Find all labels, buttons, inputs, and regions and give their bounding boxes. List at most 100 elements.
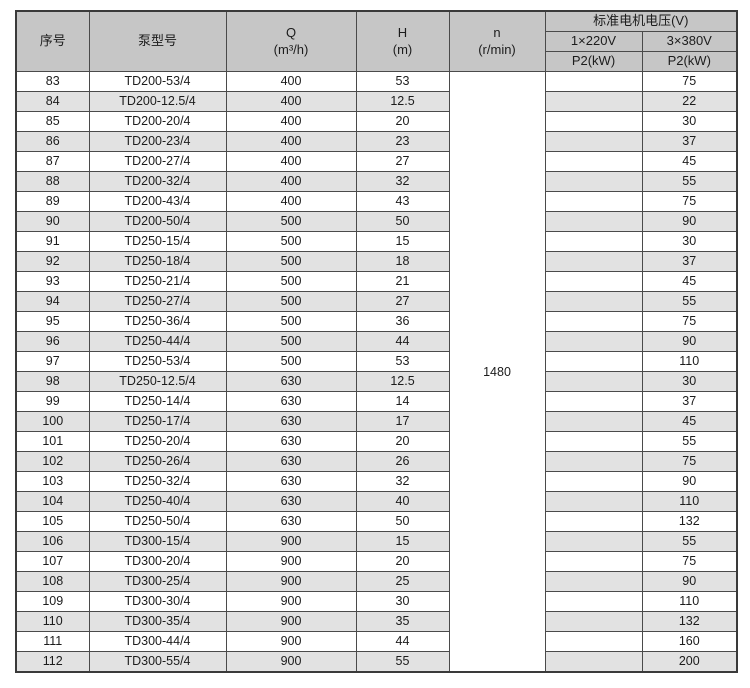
cell-flow: 630 xyxy=(225,410,357,432)
cell-p2-220 xyxy=(544,170,643,192)
cell-p2-220 xyxy=(544,510,643,532)
cell-serial: 102 xyxy=(15,450,90,472)
cell-p2-380: 30 xyxy=(641,370,738,392)
table-row: 98 TD250-12.5/4 630 12.5 30 xyxy=(15,370,738,392)
header-speed: n (r/min) xyxy=(448,10,546,72)
table-row: 91 TD250-15/4 500 15 30 xyxy=(15,230,738,252)
cell-serial: 107 xyxy=(15,550,90,572)
cell-model: TD200-53/4 xyxy=(88,71,227,92)
cell-p2-220 xyxy=(544,90,643,112)
cell-p2-220 xyxy=(544,590,643,612)
cell-serial: 97 xyxy=(15,350,90,372)
header-p2-220: P2(kW) xyxy=(544,51,643,72)
table-row: 110 TD300-35/4 900 35 132 xyxy=(15,610,738,632)
cell-serial: 108 xyxy=(15,570,90,592)
cell-p2-220 xyxy=(544,470,643,492)
cell-model: TD250-18/4 xyxy=(88,250,227,272)
cell-serial: 110 xyxy=(15,610,90,632)
cell-p2-220 xyxy=(544,550,643,572)
cell-p2-220 xyxy=(544,570,643,592)
header-head: H (m) xyxy=(355,10,450,72)
table-row: 90 TD200-50/4 500 50 90 xyxy=(15,210,738,232)
cell-p2-380: 110 xyxy=(641,590,738,612)
cell-p2-220 xyxy=(544,290,643,312)
table-row: 93 TD250-21/4 500 21 45 xyxy=(15,270,738,292)
cell-serial: 83 xyxy=(15,71,90,92)
cell-p2-220 xyxy=(544,330,643,352)
cell-p2-380: 90 xyxy=(641,330,738,352)
cell-serial: 88 xyxy=(15,170,90,192)
cell-flow: 630 xyxy=(225,370,357,392)
cell-flow: 400 xyxy=(225,110,357,132)
cell-model: TD250-15/4 xyxy=(88,230,227,252)
cell-flow: 500 xyxy=(225,310,357,332)
header-speed-symbol: n xyxy=(493,25,501,41)
cell-serial: 94 xyxy=(15,290,90,312)
cell-flow: 900 xyxy=(225,550,357,572)
cell-head: 36 xyxy=(355,310,450,332)
cell-flow: 900 xyxy=(225,650,357,673)
cell-serial: 99 xyxy=(15,390,90,412)
cell-serial: 91 xyxy=(15,230,90,252)
header-model: 泵型号 xyxy=(88,10,227,72)
table-row: 100 TD250-17/4 630 17 45 xyxy=(15,410,738,432)
cell-p2-220 xyxy=(544,310,643,332)
cell-serial: 86 xyxy=(15,130,90,152)
cell-model: TD250-32/4 xyxy=(88,470,227,492)
cell-flow: 500 xyxy=(225,270,357,292)
cell-p2-380: 75 xyxy=(641,450,738,472)
cell-p2-220 xyxy=(544,130,643,152)
cell-head: 26 xyxy=(355,450,450,472)
cell-model: TD250-27/4 xyxy=(88,290,227,312)
table-row: 92 TD250-18/4 500 18 37 xyxy=(15,250,738,272)
cell-p2-380: 90 xyxy=(641,210,738,232)
header-voltage-380: 3×380V xyxy=(641,31,738,52)
table-row: 107 TD300-20/4 900 20 75 xyxy=(15,550,738,572)
cell-serial: 92 xyxy=(15,250,90,272)
header-flow-symbol: Q xyxy=(285,25,297,41)
cell-model: TD200-50/4 xyxy=(88,210,227,232)
cell-flow: 400 xyxy=(225,190,357,212)
table-row: 88 TD200-32/4 400 32 55 xyxy=(15,170,738,192)
header-voltage-group: 标准电机电压(V) xyxy=(544,10,738,32)
table-row: 87 TD200-27/4 400 27 45 xyxy=(15,150,738,172)
cell-model: TD250-17/4 xyxy=(88,410,227,432)
cell-p2-220 xyxy=(544,530,643,552)
table-row: 106 TD300-15/4 900 15 55 xyxy=(15,530,738,552)
cell-p2-220 xyxy=(544,390,643,412)
header-flow-unit: (m³/h) xyxy=(273,41,309,57)
cell-model: TD300-30/4 xyxy=(88,590,227,612)
cell-flow: 900 xyxy=(225,590,357,612)
cell-p2-380: 55 xyxy=(641,170,738,192)
cell-serial: 90 xyxy=(15,210,90,232)
cell-p2-220 xyxy=(544,270,643,292)
cell-p2-220 xyxy=(544,610,643,632)
cell-head: 17 xyxy=(355,410,450,432)
cell-p2-220 xyxy=(544,350,643,372)
cell-p2-380: 55 xyxy=(641,430,738,452)
cell-head: 20 xyxy=(355,110,450,132)
cell-model: TD300-20/4 xyxy=(88,550,227,572)
cell-p2-220 xyxy=(544,190,643,212)
cell-serial: 84 xyxy=(15,90,90,112)
table-row: 112 TD300-55/4 900 55 200 xyxy=(15,650,738,673)
cell-serial: 98 xyxy=(15,370,90,392)
table-row: 97 TD250-53/4 500 53 110 xyxy=(15,350,738,372)
cell-flow: 400 xyxy=(225,150,357,172)
cell-p2-220 xyxy=(544,230,643,252)
cell-serial: 105 xyxy=(15,510,90,532)
cell-p2-220 xyxy=(544,630,643,652)
cell-flow: 500 xyxy=(225,350,357,372)
cell-flow: 500 xyxy=(225,210,357,232)
cell-model: TD250-26/4 xyxy=(88,450,227,472)
cell-p2-380: 200 xyxy=(641,650,738,673)
pump-spec-table: 序号 泵型号 Q (m³/h) H (m) n (r/min) 标准电机电压(V… xyxy=(15,10,738,673)
table-row: 89 TD200-43/4 400 43 75 xyxy=(15,190,738,212)
cell-flow: 630 xyxy=(225,390,357,412)
cell-flow: 630 xyxy=(225,490,357,512)
cell-flow: 630 xyxy=(225,430,357,452)
table-row: 105 TD250-50/4 630 50 132 xyxy=(15,510,738,532)
cell-p2-380: 160 xyxy=(641,630,738,652)
cell-head: 30 xyxy=(355,590,450,612)
cell-head: 44 xyxy=(355,330,450,352)
